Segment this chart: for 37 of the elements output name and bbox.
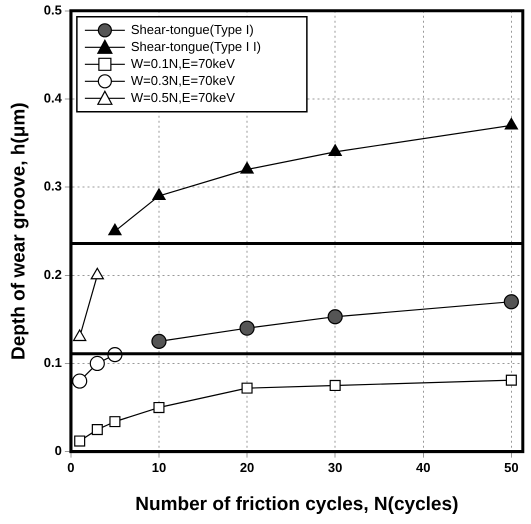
point	[328, 309, 343, 324]
point	[504, 118, 518, 130]
x-tick-label: 30	[328, 460, 342, 475]
point	[506, 374, 517, 386]
point	[240, 162, 254, 174]
point	[152, 188, 166, 200]
point	[108, 224, 122, 236]
point	[92, 424, 103, 436]
legend-label: W=0.1N,E=70keV	[130, 56, 236, 71]
y-tick-label: 0.3	[44, 178, 62, 194]
point	[151, 334, 167, 349]
point	[330, 380, 341, 392]
legend-label: Shear-tongue(Type I I)	[130, 38, 261, 54]
x-tick-label: 50	[504, 460, 519, 475]
point	[153, 402, 165, 414]
point	[90, 356, 105, 372]
x-axis-title: Number of friction cycles, N(cycles)	[135, 494, 458, 515]
point	[109, 416, 120, 428]
y-axis-title: Depth of wear groove, h(μm)	[8, 102, 30, 360]
x-tick-label: 40	[416, 460, 430, 475]
point	[328, 144, 342, 156]
y-tick-label: 0.1	[44, 355, 62, 370]
point	[72, 373, 88, 389]
point	[239, 320, 255, 336]
x-tick-label: 10	[152, 460, 166, 475]
point	[504, 294, 519, 310]
legend-label: W=0.3N,E=70keV	[130, 72, 236, 88]
y-tick-label: 0.2	[44, 266, 62, 282]
y-tick-label: 0.5	[44, 2, 62, 18]
x-tick-label: 0	[67, 460, 74, 475]
legend-label: Shear-tongue(Type I)	[130, 22, 254, 37]
y-tick-label: 0.4	[44, 90, 63, 106]
y-tick-label: 0	[54, 443, 62, 458]
x-tick-label: 20	[240, 460, 254, 475]
point	[242, 382, 253, 394]
point	[74, 435, 86, 447]
legend-label: W=0.5N,E=70keV	[130, 90, 236, 105]
